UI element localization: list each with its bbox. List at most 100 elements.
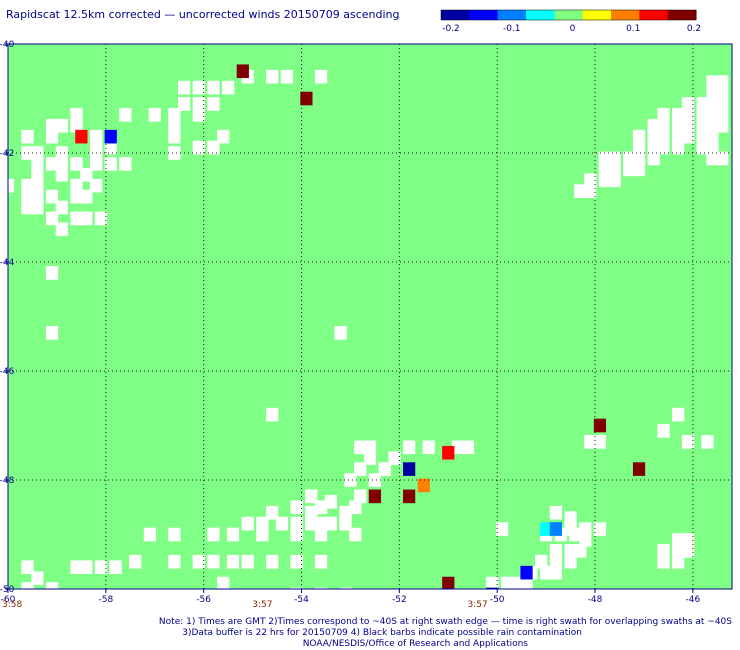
no-data-cell [706,108,719,122]
no-data-cell [598,151,611,166]
no-data-cell [129,554,142,569]
no-data-cell [168,118,181,133]
time-labels: 3:58 3:57 3:57 [2,600,488,610]
data-cell [442,445,455,460]
no-data-cell [354,462,367,476]
no-data-cell [290,500,303,515]
data-cell [549,522,563,536]
no-data-cell [207,97,220,111]
data-cell [486,587,499,589]
no-data-cell [598,173,611,188]
no-data-cell [21,146,34,160]
x-tick-label: -58 [98,595,113,605]
no-data-cell [378,462,391,476]
no-data-cell [143,527,156,542]
no-data-cell [241,554,254,569]
no-data-cell [632,129,646,144]
y-tick-label: -46 [0,367,15,377]
no-data-cell [657,108,670,122]
no-data-cell [696,108,709,122]
no-data-cell [207,140,220,155]
no-data-cell [349,527,362,542]
data-cell [539,522,553,536]
data-cell [403,489,416,504]
no-data-cell [70,157,83,171]
no-data-cell [593,522,607,536]
x-tick-label: -50 [490,595,505,605]
no-data-cell [510,576,523,589]
no-data-cell [598,162,611,177]
no-data-cell [535,554,548,569]
no-data-cell [549,544,563,558]
no-data-cell [217,129,230,144]
no-data-cell [701,435,714,449]
colorbar-segment [611,10,640,20]
no-data-cell [275,516,289,531]
no-data-cell [241,516,254,531]
x-tick-label: -46 [686,595,701,605]
no-data-cell [192,554,205,569]
data-cell [236,64,249,79]
colorbar-segment [582,10,612,20]
no-data-cell [657,424,670,438]
no-data-cell [45,129,59,144]
no-data-cell [266,407,279,422]
no-data-cell [681,118,695,133]
no-data-cell [168,146,181,160]
no-data-cell [706,118,719,133]
data-cell [403,462,416,476]
plot-frame [7,43,733,590]
no-data-cell [266,554,279,569]
no-data-cell [70,118,83,133]
colorbar: -0.2 -0.1 0 0.1 0.2 [440,9,701,34]
no-data-cell [45,326,59,340]
no-data-cell [70,560,83,575]
no-data-cell [584,173,597,188]
no-data-cell [21,129,34,144]
no-data-cell [168,129,181,144]
grid-lines [8,44,732,589]
data-cell [417,478,430,493]
no-data-cell [363,440,377,455]
no-data-cell [344,473,357,487]
colorbar-tick-label: -0.2 [442,24,460,34]
no-data-cell [706,97,719,111]
no-data-cell [672,140,685,155]
no-data-cell [584,184,597,198]
no-data-cell [647,140,660,155]
no-data-cell [657,554,670,569]
no-data-cell [290,587,303,589]
no-data-cell [314,516,328,531]
no-data-cell [119,108,132,122]
no-data-cell [339,505,352,520]
y-tick-label: -40 [0,40,15,50]
no-data-cell [388,451,401,466]
no-data-cell [716,97,729,111]
colorbar-segment [469,10,499,20]
no-data-cell [608,173,621,188]
no-data-cell [31,189,44,204]
note-line-1: Note: 1) Times are GMT 2)Times correspon… [158,617,732,627]
no-data-cell [94,211,108,226]
no-data-cell [31,167,44,182]
no-data-cell [696,118,709,133]
x-tick-label: -54 [294,595,309,605]
no-data-cell [70,108,83,122]
no-data-cell [207,527,220,542]
no-data-cell [657,140,670,155]
x-axis: -60 -58 -56 -54 -52 -50 -48 -46 [1,589,701,605]
no-data-cell [314,500,328,515]
no-data-cell [256,527,269,542]
no-data-cell [564,554,577,569]
note-line-3: NOAA/NESDIS/Office of Research and Appli… [302,639,528,649]
chart-title: Rapidscat 12.5km corrected — uncorrected… [6,8,400,21]
no-data-cell [31,571,44,585]
x-tick-label: -60 [1,595,16,605]
no-data-cell [55,167,68,182]
no-data-cell [207,554,220,569]
no-data-cell [55,118,68,133]
no-data-cell [217,576,230,589]
no-data-cell [569,527,582,542]
no-data-cell [681,108,695,122]
no-data-cell [608,162,621,177]
